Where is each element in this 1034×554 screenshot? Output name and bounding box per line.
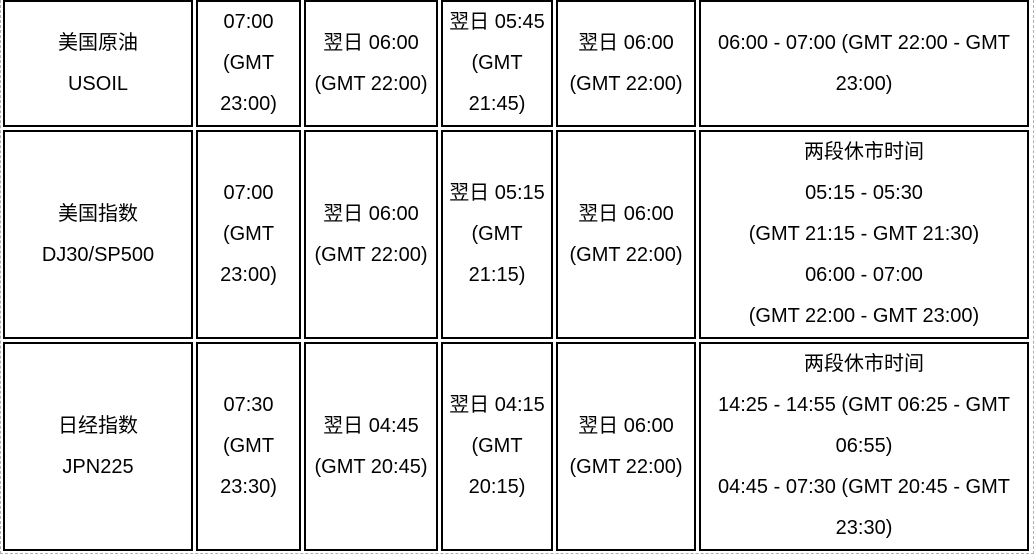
break-time-cell: 两段休市时间 05:15 - 05:30 (GMT 21:15 - GMT 21… — [699, 130, 1029, 339]
early-close-time-cell: 翌日 05:45 (GMT 21:45) — [441, 0, 553, 127]
close-time-cell: 翌日 06:00 (GMT 22:00) — [304, 0, 438, 127]
break-time-cell: 06:00 - 07:00 (GMT 22:00 - GMT 23:00) — [699, 0, 1029, 127]
friday-close-time-cell: 翌日 06:00 (GMT 22:00) — [556, 342, 696, 551]
open-time-cell: 07:30 (GMT 23:30) — [196, 342, 301, 551]
instrument-cell: 日经指数 JPN225 — [3, 342, 193, 551]
break-time-cell: 两段休市时间 14:25 - 14:55 (GMT 06:25 - GMT 06… — [699, 342, 1029, 551]
open-time-cell: 07:00 (GMT 23:00) — [196, 0, 301, 127]
friday-close-time-cell: 翌日 06:00 (GMT 22:00) — [556, 130, 696, 339]
close-time-cell: 翌日 04:45 (GMT 20:45) — [304, 342, 438, 551]
friday-close-time-cell: 翌日 06:00 (GMT 22:00) — [556, 0, 696, 127]
close-time-cell: 翌日 06:00 (GMT 22:00) — [304, 130, 438, 339]
open-time-cell: 07:00 (GMT 23:00) — [196, 130, 301, 339]
early-close-time-cell: 翌日 04:15 (GMT 20:15) — [441, 342, 553, 551]
instrument-cell: 美国原油 USOIL — [3, 0, 193, 127]
early-close-time-cell: 翌日 05:15 (GMT 21:15) — [441, 130, 553, 339]
instrument-cell: 美国指数 DJ30/SP500 — [3, 130, 193, 339]
table-row-jpn225: 日经指数 JPN225 07:30 (GMT 23:30) 翌日 04:45 (… — [3, 342, 1029, 551]
table-row-usoil: 美国原油 USOIL 07:00 (GMT 23:00) 翌日 06:00 (G… — [3, 0, 1029, 127]
table-row-dj30-sp500: 美国指数 DJ30/SP500 07:00 (GMT 23:00) 翌日 06:… — [3, 130, 1029, 339]
